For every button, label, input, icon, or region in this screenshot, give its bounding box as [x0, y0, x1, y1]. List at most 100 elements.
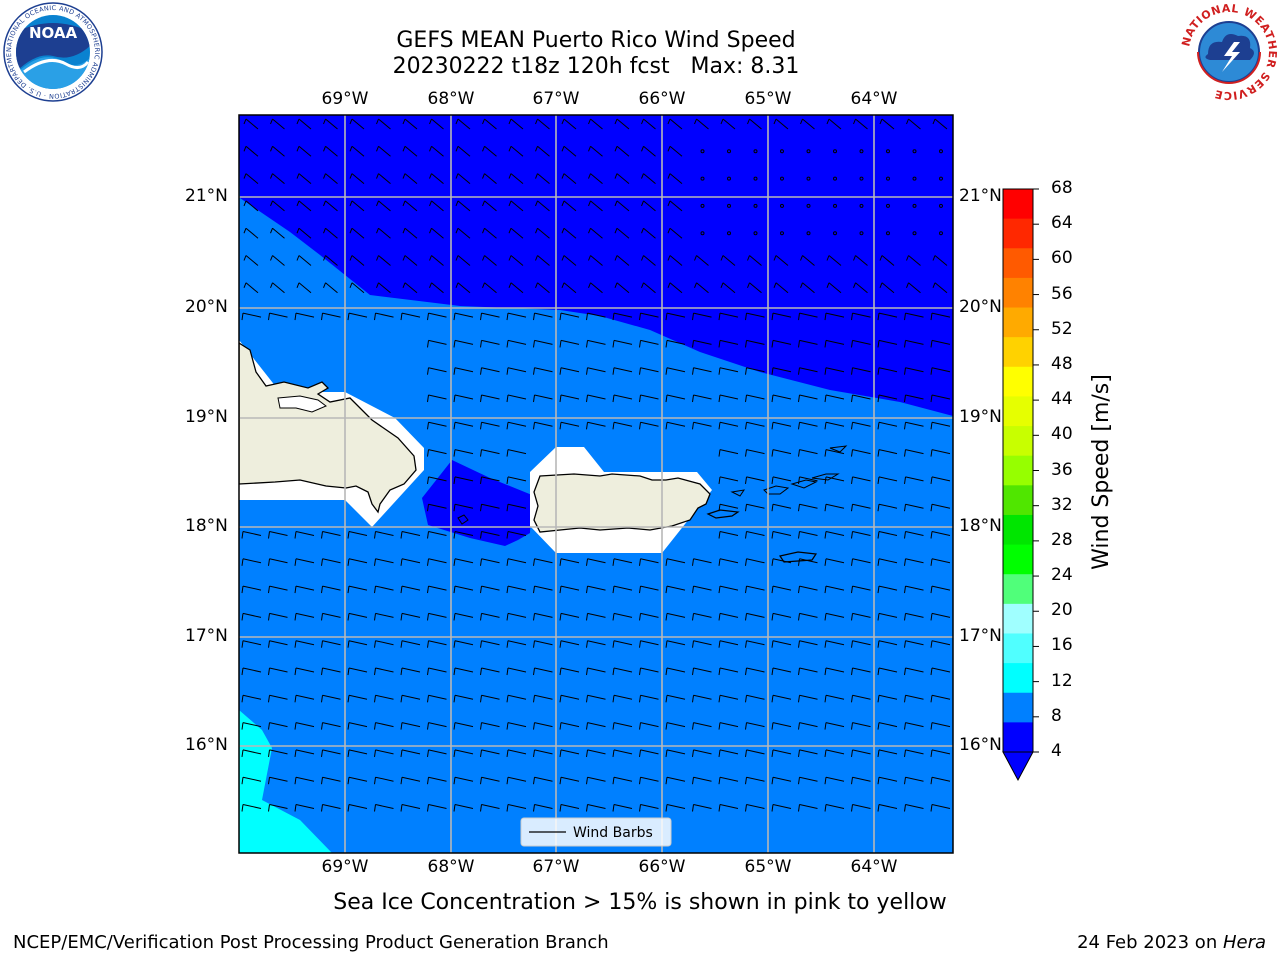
wind-barb: [241, 312, 262, 321]
wind-barb: [859, 149, 864, 154]
wind-barb: [427, 749, 447, 757]
wind-barb: [453, 722, 474, 730]
wind-barb: [877, 776, 898, 785]
wind-barb: [747, 255, 762, 266]
wind-barb: [508, 282, 524, 294]
wind-barb: [851, 667, 871, 676]
wind-barb: [533, 558, 553, 566]
wind-barb: [559, 612, 580, 621]
wind-barb: [904, 749, 924, 757]
lon-label-top-68w: 68°W: [427, 89, 475, 109]
wind-barb: [453, 776, 474, 785]
wind-barb: [427, 449, 447, 457]
colorbar-segment: [1003, 633, 1033, 664]
wind-barb: [586, 394, 606, 403]
wind-barb: [453, 558, 474, 566]
wind-barb: [427, 503, 447, 512]
wind-barb: [877, 312, 898, 321]
lon-label-top-66w: 66°W: [638, 89, 686, 109]
wind-barb: [641, 227, 656, 239]
wind-barb: [906, 255, 921, 266]
wind-barb: [321, 667, 341, 676]
wind-barb: [270, 200, 285, 212]
wind-barb: [294, 531, 315, 539]
wind-barb: [747, 282, 762, 294]
wind-barb: [347, 722, 368, 730]
wind-barb: [323, 227, 338, 239]
wind-barb: [533, 612, 553, 621]
wind-barb: [241, 749, 262, 757]
wind-barb: [323, 282, 338, 294]
wind-barb: [559, 558, 580, 566]
wind-barb: [718, 694, 739, 703]
wind-barb: [480, 694, 500, 703]
wind-barb: [614, 118, 630, 130]
wind-barb: [559, 722, 580, 730]
lat-label-left-16n: 16°N: [185, 735, 228, 755]
mona-island: [457, 514, 469, 525]
wind-barb: [506, 449, 527, 457]
wind-barb: [506, 339, 527, 348]
wind-barb: [349, 200, 365, 212]
lat-label-left-20n: 20°N: [185, 297, 228, 317]
wind-barb: [798, 667, 818, 676]
wind-barb: [429, 200, 444, 212]
wind-barb: [930, 640, 951, 648]
wind-barb: [877, 531, 898, 539]
lat-label-right-17n: 17°N: [959, 626, 1002, 646]
st-john-island: [790, 479, 818, 489]
hispaniola-bay: [277, 395, 327, 413]
wind-barb: [718, 339, 739, 348]
wind-barb: [753, 176, 758, 181]
wind-barb: [508, 118, 524, 130]
wind-barb: [559, 367, 580, 375]
colorbar-segment: [1003, 337, 1033, 368]
wind-barb: [429, 255, 444, 266]
wind-barb: [771, 694, 792, 703]
wind-barb: [374, 722, 394, 730]
wind-barb: [482, 173, 497, 184]
wind-barb: [806, 149, 811, 154]
lon-label-bottom-65w: 65°W: [744, 857, 792, 877]
wind-barb: [296, 118, 312, 130]
wind-barb: [374, 776, 394, 785]
wind-barb: [429, 282, 444, 294]
wind-barb: [243, 255, 259, 266]
wind-barb: [427, 640, 447, 648]
wind-barb: [798, 339, 818, 348]
wind-barb: [700, 149, 705, 154]
wind-barb: [321, 531, 341, 539]
wind-barb: [533, 339, 553, 348]
colorbar-tick-label: 28: [1051, 529, 1073, 550]
wind-barb: [268, 667, 288, 676]
wind-barb: [833, 176, 838, 181]
wind-barb: [853, 255, 868, 266]
wind-barb: [824, 421, 845, 430]
tortola-island: [811, 473, 840, 481]
wind-barb: [718, 531, 739, 539]
wind-barb: [930, 367, 951, 375]
wind-barb: [506, 421, 527, 430]
wind-barb: [692, 694, 712, 703]
wind-barb: [639, 394, 659, 403]
wind-barb: [859, 203, 864, 208]
colorbar-tick-label: 40: [1051, 424, 1073, 445]
wind-barb: [453, 749, 474, 757]
wind-barb: [930, 339, 951, 348]
wind-barb: [561, 200, 577, 212]
colorbar-segment: [1003, 426, 1033, 457]
lon-label-top-64w: 64°W: [850, 89, 898, 109]
wind-barb: [427, 667, 447, 676]
wind-barb: [771, 640, 792, 648]
wind-barb: [932, 118, 948, 130]
wind-barb: [506, 694, 527, 703]
wind-barb: [877, 612, 898, 621]
wind-barb: [296, 173, 312, 184]
wind-barb: [347, 312, 368, 321]
wind-barb: [718, 749, 739, 757]
wind-barb: [400, 804, 421, 812]
wind-barb: [427, 531, 447, 539]
wind-barb: [455, 118, 471, 130]
wind-barb: [771, 503, 792, 512]
wind-barb: [718, 585, 739, 594]
